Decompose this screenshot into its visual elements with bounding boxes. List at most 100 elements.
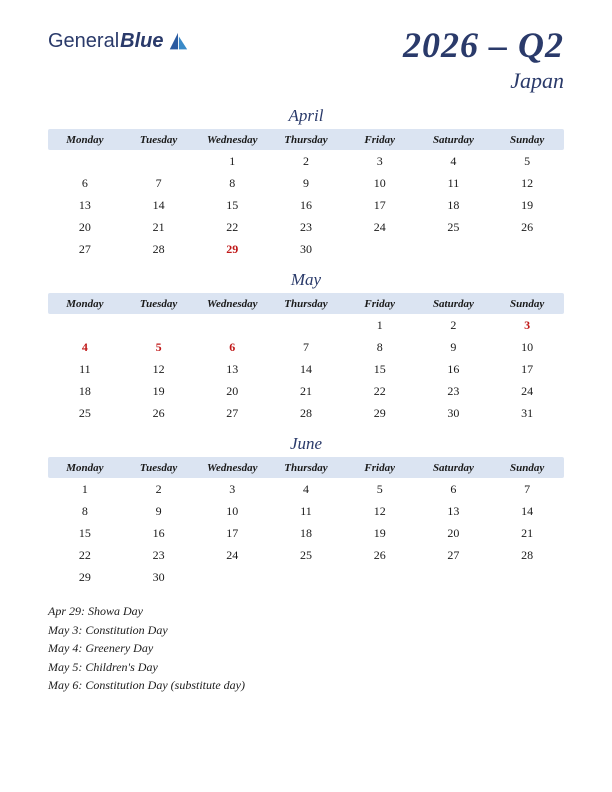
holiday-item: May 6: Constitution Day (substitute day) [48, 676, 564, 695]
month-name: May [48, 270, 564, 290]
day-cell: 18 [48, 380, 122, 402]
logo-text-general: General [48, 30, 119, 53]
day-header-cell: Friday [343, 457, 417, 478]
day-cell: 16 [269, 194, 343, 216]
day-cell: 11 [48, 358, 122, 380]
week-row: 22232425262728 [48, 544, 564, 566]
day-cell: 19 [122, 380, 196, 402]
holiday-item: May 5: Children's Day [48, 658, 564, 677]
day-cell: 16 [122, 522, 196, 544]
day-cell: 29 [48, 566, 122, 588]
day-header-cell: Sunday [490, 129, 564, 150]
page-subtitle: Japan [403, 68, 564, 94]
day-cell: 23 [269, 216, 343, 238]
day-cell: 17 [490, 358, 564, 380]
day-header-cell: Saturday [417, 293, 491, 314]
day-cell: 8 [195, 172, 269, 194]
day-cell: 28 [490, 544, 564, 566]
day-header-cell: Friday [343, 293, 417, 314]
day-header-cell: Monday [48, 129, 122, 150]
day-cell: 15 [48, 522, 122, 544]
day-header-cell: Saturday [417, 457, 491, 478]
day-cell: 5 [490, 150, 564, 172]
day-cell [343, 238, 417, 260]
week-row: 12345 [48, 150, 564, 172]
day-cell: 6 [48, 172, 122, 194]
day-cell: 30 [122, 566, 196, 588]
week-row: 20212223242526 [48, 216, 564, 238]
day-cell: 21 [122, 216, 196, 238]
day-cell: 6 [195, 336, 269, 358]
day-header-cell: Wednesday [195, 457, 269, 478]
day-cell: 11 [269, 500, 343, 522]
week-row: 2930 [48, 566, 564, 588]
month-block: June MondayTuesdayWednesdayThursdayFriday… [48, 434, 564, 588]
day-cell: 2 [417, 314, 491, 336]
day-cell: 5 [343, 478, 417, 500]
day-cell: 9 [122, 500, 196, 522]
day-cell: 17 [195, 522, 269, 544]
day-cell: 28 [122, 238, 196, 260]
day-cell: 7 [269, 336, 343, 358]
day-cell [343, 566, 417, 588]
holiday-item: Apr 29: Showa Day [48, 602, 564, 621]
week-row: 18192021222324 [48, 380, 564, 402]
day-cell: 3 [195, 478, 269, 500]
day-cell: 19 [490, 194, 564, 216]
day-header-cell: Saturday [417, 129, 491, 150]
month-name: June [48, 434, 564, 454]
week-row: 15161718192021 [48, 522, 564, 544]
day-cell: 13 [417, 500, 491, 522]
day-cell: 23 [122, 544, 196, 566]
day-cell: 30 [269, 238, 343, 260]
day-cell: 3 [490, 314, 564, 336]
day-cell: 22 [195, 216, 269, 238]
day-cell: 12 [343, 500, 417, 522]
day-cell: 1 [195, 150, 269, 172]
day-cell: 28 [269, 402, 343, 424]
week-row: 25262728293031 [48, 402, 564, 424]
holidays-list: Apr 29: Showa DayMay 3: Constitution Day… [48, 602, 564, 695]
day-cell: 22 [48, 544, 122, 566]
day-header-cell: Thursday [269, 293, 343, 314]
day-cell: 21 [269, 380, 343, 402]
day-cell: 13 [195, 358, 269, 380]
holiday-item: May 3: Constitution Day [48, 621, 564, 640]
day-cell: 1 [343, 314, 417, 336]
day-header-cell: Monday [48, 293, 122, 314]
day-cell [195, 566, 269, 588]
day-cell: 30 [417, 402, 491, 424]
day-cell: 18 [269, 522, 343, 544]
day-cell: 8 [48, 500, 122, 522]
day-header-cell: Monday [48, 457, 122, 478]
day-header-cell: Thursday [269, 129, 343, 150]
holiday-item: May 4: Greenery Day [48, 639, 564, 658]
day-cell: 22 [343, 380, 417, 402]
day-cell: 2 [122, 478, 196, 500]
day-cell: 16 [417, 358, 491, 380]
day-cell: 4 [417, 150, 491, 172]
day-cell: 14 [490, 500, 564, 522]
day-header-cell: Tuesday [122, 457, 196, 478]
day-cell: 4 [48, 336, 122, 358]
day-header-cell: Wednesday [195, 293, 269, 314]
day-cell: 24 [195, 544, 269, 566]
day-cell: 26 [490, 216, 564, 238]
day-cell: 19 [343, 522, 417, 544]
day-cell: 29 [343, 402, 417, 424]
week-row: 1234567 [48, 478, 564, 500]
day-cell: 14 [269, 358, 343, 380]
day-cell: 2 [269, 150, 343, 172]
day-cell: 29 [195, 238, 269, 260]
day-header-cell: Sunday [490, 457, 564, 478]
day-cell: 27 [195, 402, 269, 424]
day-cell: 6 [417, 478, 491, 500]
month-block: MayMondayTuesdayWednesdayThursdayFridayS… [48, 270, 564, 424]
day-cell: 5 [122, 336, 196, 358]
day-cell: 9 [269, 172, 343, 194]
day-cell: 26 [122, 402, 196, 424]
day-cell [417, 238, 491, 260]
day-cell: 27 [417, 544, 491, 566]
day-header-cell: Thursday [269, 457, 343, 478]
day-cell [417, 566, 491, 588]
